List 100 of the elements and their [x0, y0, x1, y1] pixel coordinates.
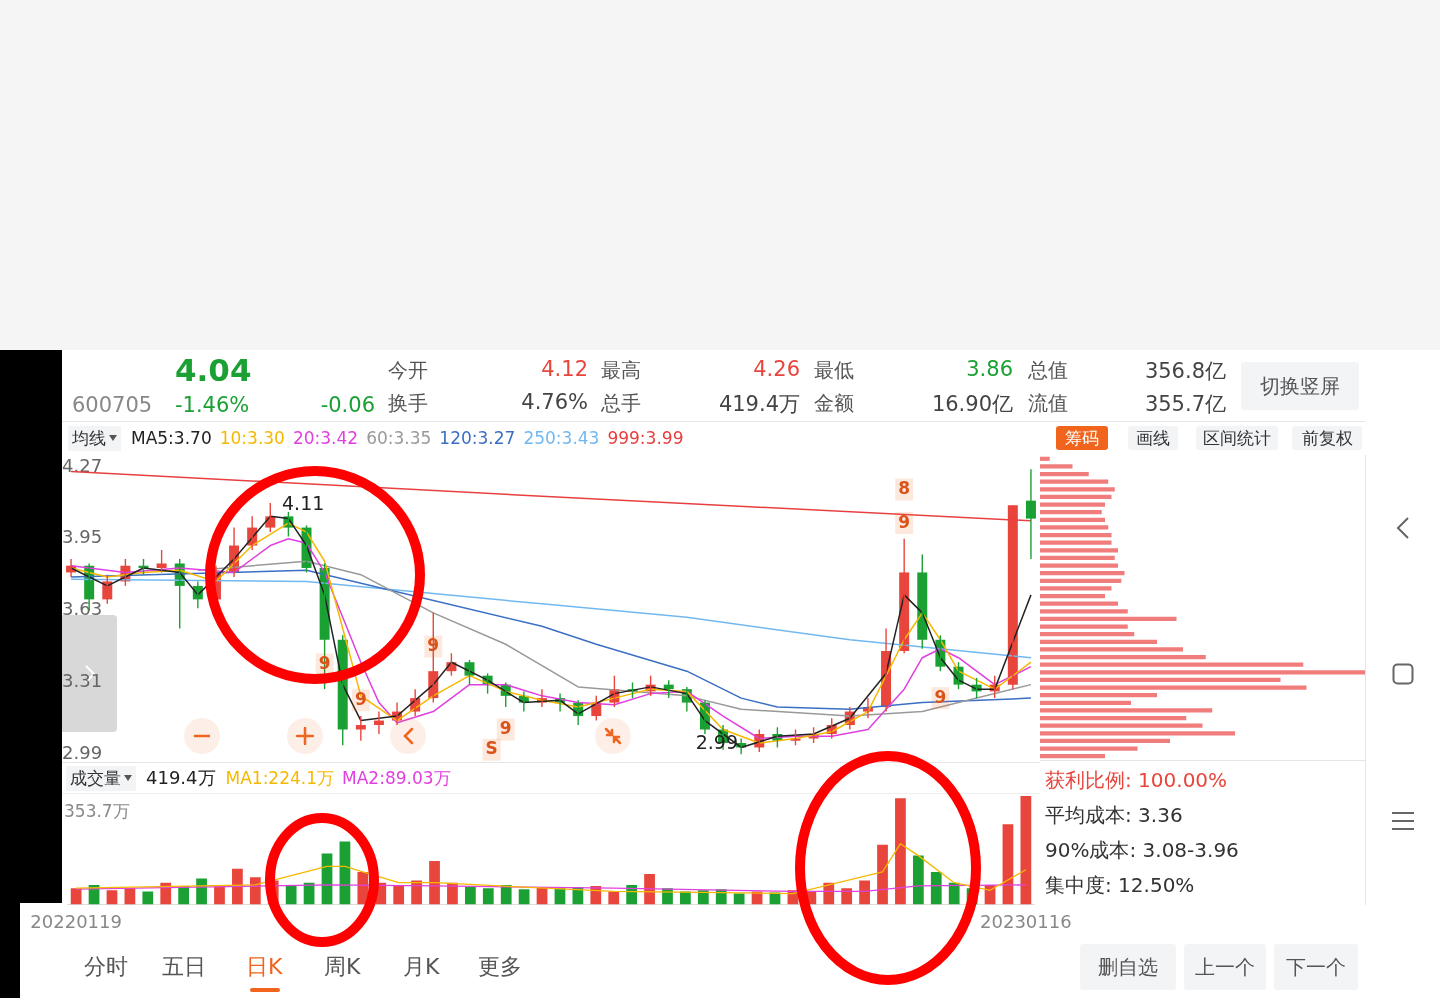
bar: [1040, 532, 1112, 538]
text: 16.90亿: [931, 391, 1013, 418]
text: 4.26: [753, 357, 800, 381]
bar: [429, 861, 440, 905]
bar: [608, 891, 620, 905]
text: 419.4万: [146, 766, 216, 790]
text: 60:3.35: [366, 428, 432, 448]
text: 换手: [388, 390, 428, 417]
bar: [1040, 494, 1112, 500]
y-tick-label: 3.95: [62, 526, 103, 548]
bar: [1040, 639, 1157, 644]
bar: [1040, 479, 1109, 484]
annotation: 9: [499, 717, 512, 738]
bar: [160, 882, 172, 905]
annotation: 4.11: [282, 491, 325, 514]
text: 4.12: [541, 357, 588, 381]
text: 月K: [403, 953, 440, 981]
y-tick-label: 4.27: [62, 454, 103, 476]
bar: [895, 798, 906, 905]
bar: [1040, 731, 1235, 736]
bar: [1040, 540, 1112, 545]
bar: [877, 844, 888, 905]
bar: [912, 855, 924, 905]
text: 250:3.43: [523, 428, 600, 448]
text: 五日: [162, 953, 206, 981]
text: 4.76%: [521, 390, 588, 414]
bar: [1040, 715, 1187, 721]
bar: [1040, 548, 1118, 553]
bar: [1040, 738, 1170, 744]
text: 更多: [478, 953, 522, 981]
bar: [680, 891, 691, 905]
text: 10:3.30: [219, 428, 285, 448]
bar: [1040, 487, 1115, 492]
bar: [70, 888, 82, 905]
x-tick-label: 20230116: [980, 910, 1072, 932]
bar: [1040, 708, 1213, 713]
text: 上一个: [1184, 944, 1266, 990]
text: 600705: [72, 393, 153, 417]
bar: [142, 891, 154, 905]
text: 流值: [1028, 390, 1068, 417]
x-tick-label: 20220119: [30, 910, 122, 932]
bar: [1040, 563, 1118, 568]
bar: [1040, 723, 1203, 728]
bar: [357, 871, 369, 905]
bar: [482, 888, 494, 905]
bar: [1040, 609, 1128, 614]
annotation: S: [485, 738, 498, 759]
bar: [1040, 555, 1115, 561]
y-tick-label: 3.63: [62, 598, 103, 620]
bar: [411, 880, 422, 905]
bar: [1040, 471, 1089, 477]
text: 90%成本: 3.08-3.96: [1045, 837, 1240, 864]
bar: [733, 893, 745, 905]
text: 筹码: [1056, 426, 1108, 450]
bar: [1040, 677, 1281, 683]
bar: [393, 884, 405, 905]
text: 日K: [246, 953, 283, 981]
text: 999:3.99: [607, 428, 684, 448]
bar: [1040, 662, 1304, 667]
bar: [106, 890, 118, 905]
bar: [1040, 700, 1131, 705]
bar: [859, 880, 870, 905]
text: 419.4万: [718, 391, 800, 418]
text: MA1:224.1万: [225, 766, 335, 790]
text: -0.06: [320, 393, 375, 417]
text: MA2:89.03万: [342, 766, 451, 790]
bar: [1040, 502, 1105, 507]
text: 最高: [601, 357, 641, 384]
bar: [518, 889, 530, 905]
text: 分时: [84, 953, 128, 981]
bar: [948, 882, 960, 905]
bar: [1040, 578, 1122, 583]
text: 下一个: [1274, 944, 1358, 990]
bar: [1040, 593, 1105, 599]
text: 355.7亿: [1144, 391, 1226, 418]
bar: [500, 884, 512, 905]
annotation: 353.7万: [64, 800, 130, 823]
bar: [1040, 624, 1128, 629]
text: 集中度: 12.50%: [1045, 872, 1196, 899]
text: -1.46%: [175, 393, 250, 417]
text: 获利比例: 100.00%: [1045, 767, 1229, 794]
bar: [1040, 632, 1135, 637]
bar: [697, 890, 709, 905]
text: 删自选: [1080, 944, 1176, 990]
bar: [1040, 693, 1157, 698]
bar: [1040, 571, 1125, 576]
text: 20:3.42: [292, 428, 359, 448]
bar: [464, 887, 476, 905]
text: 金额: [814, 390, 854, 417]
text: 总值: [1028, 357, 1068, 384]
bar: [1040, 464, 1073, 469]
text: 3.86: [966, 357, 1013, 381]
bar: [1040, 510, 1102, 515]
annotation: 9: [898, 511, 911, 532]
text: 前复权: [1292, 426, 1362, 450]
bar: [1020, 796, 1032, 905]
bar: [1040, 456, 1050, 461]
bar: [1040, 670, 1365, 675]
text: 4.04: [175, 352, 252, 388]
text: 最低: [814, 357, 854, 384]
